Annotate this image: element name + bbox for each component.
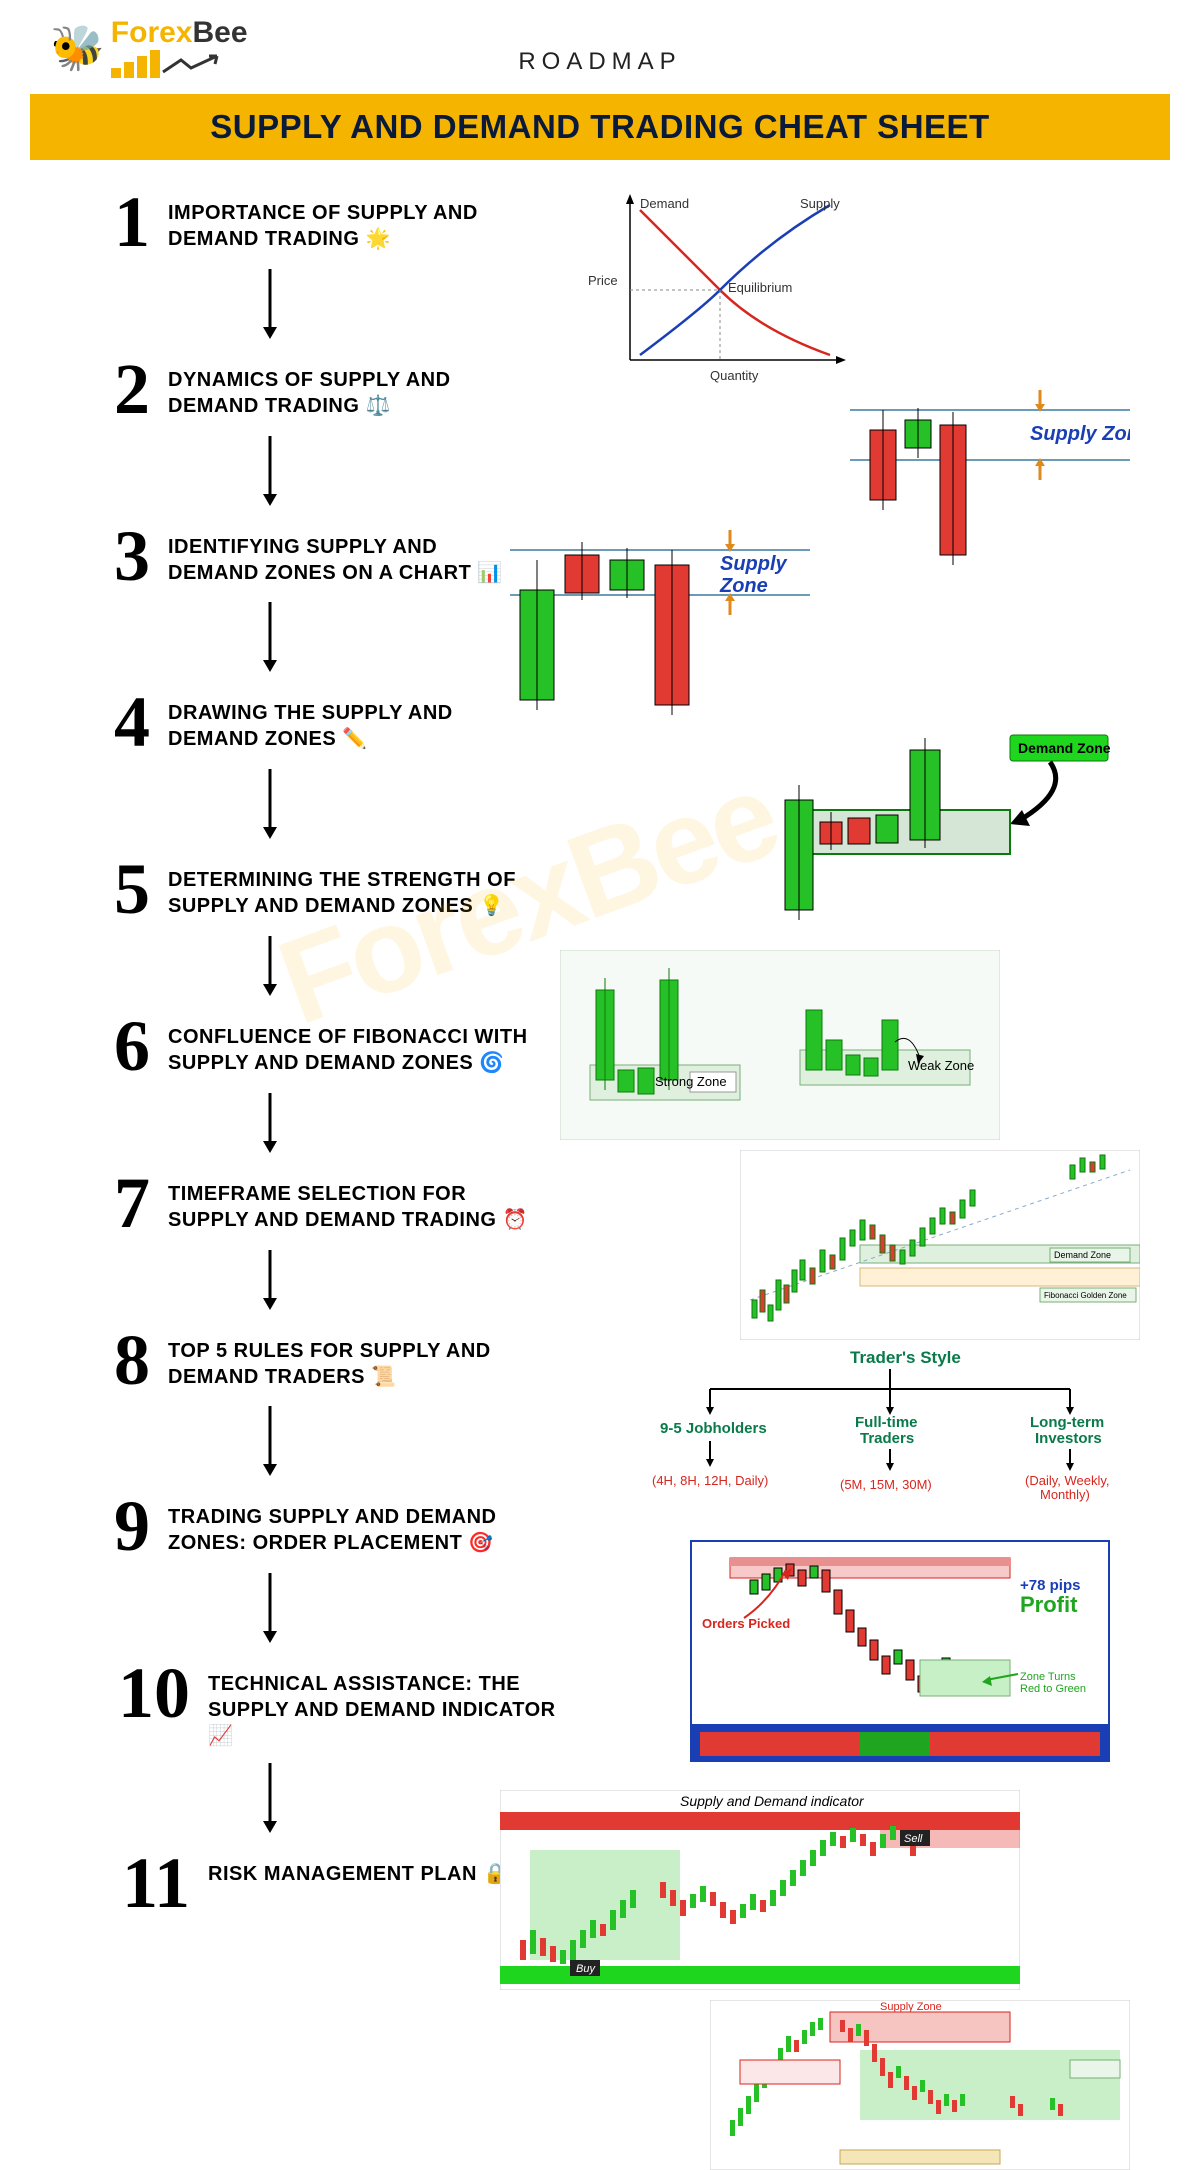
steps-list: 1IMPORTANCE OF SUPPLY AND DEMAND TRADING…: [30, 190, 590, 1916]
supply-demand-graph: Price Quantity Demand Supply Equilibrium: [580, 190, 860, 390]
step-2: 2DYNAMICS OF SUPPLY AND DEMAND TRADING ⚖…: [90, 357, 590, 422]
arrow-down-icon: [90, 436, 590, 506]
step-8: 8TOP 5 RULES FOR SUPPLY AND DEMAND TRADE…: [90, 1328, 590, 1393]
svg-text:Price: Price: [588, 273, 618, 288]
arrow-down-icon: [90, 269, 590, 339]
step-6: 6CONFLUENCE OF FIBONACCI WITH SUPPLY AND…: [90, 1014, 590, 1079]
svg-text:Supply Zone: Supply Zone: [1030, 423, 1130, 445]
arrow-down-icon: [90, 1573, 590, 1643]
svg-text:Sell: Sell: [904, 1833, 923, 1845]
page-title: SUPPLY AND DEMAND TRADING CHEAT SHEET: [30, 94, 1170, 160]
svg-text:Trader's Style: Trader's Style: [850, 1348, 961, 1367]
svg-text:Quantity: Quantity: [710, 368, 759, 383]
supply-zone-candles-b: SupplyZone: [510, 520, 810, 720]
arrow-down-icon: [90, 1406, 590, 1476]
order-placement-chart: Orders Picked +78 pips Profit Zone Turns…: [690, 1540, 1110, 1770]
arrow-down-icon: [90, 1250, 590, 1310]
zone-strength-diagram: Strong Zone Weak Zone: [560, 950, 1000, 1140]
svg-text:SupplyZone: SupplyZone: [719, 553, 788, 597]
svg-text:Strong Zone: Strong Zone: [655, 1074, 727, 1089]
svg-text:Supply and Demand indicator: Supply and Demand indicator: [680, 1793, 865, 1809]
svg-text:Long-termInvestors: Long-termInvestors: [1030, 1414, 1104, 1447]
svg-text:Fibonacci Golden Zone: Fibonacci Golden Zone: [1044, 1291, 1127, 1300]
indicator-chart: Supply and Demand indicator: [500, 1790, 1020, 1990]
svg-text:Demand Zone: Demand Zone: [1018, 740, 1110, 756]
arrow-down-icon: [90, 769, 590, 839]
svg-text:Demand Zone: Demand Zone: [1054, 1250, 1111, 1260]
svg-text:(Daily, Weekly,Monthly): (Daily, Weekly,Monthly): [1025, 1473, 1110, 1502]
logo-bars-icon: [111, 50, 248, 78]
svg-text:Demand: Demand: [640, 196, 689, 211]
svg-text:Supply: Supply: [800, 196, 840, 211]
svg-text:(5M, 15M, 30M): (5M, 15M, 30M): [840, 1477, 932, 1492]
risk-chart: Supply Zone: [710, 2000, 1130, 2170]
svg-text:(4H, 8H, 12H, Daily): (4H, 8H, 12H, Daily): [652, 1473, 768, 1488]
svg-text:Full-timeTraders: Full-timeTraders: [855, 1414, 918, 1447]
supply-zone-candles-a: Supply Zone: [850, 370, 1130, 570]
logo-text: ForexBee: [111, 18, 248, 48]
svg-text:Equilibrium: Equilibrium: [728, 280, 792, 295]
svg-text:Orders Picked: Orders Picked: [702, 1616, 790, 1631]
step-9: 9TRADING SUPPLY AND DEMAND ZONES: ORDER …: [90, 1494, 590, 1559]
step-10: 10TECHNICAL ASSISTANCE: THE SUPPLY AND D…: [90, 1661, 590, 1749]
svg-text:Profit: Profit: [1020, 1592, 1078, 1617]
bee-icon: 🐝: [50, 22, 105, 74]
step-1: 1IMPORTANCE OF SUPPLY AND DEMAND TRADING…: [90, 190, 590, 255]
fibonacci-chart: Demand Zone Fibonacci Golden Zone: [740, 1150, 1140, 1340]
svg-text:Buy: Buy: [576, 1963, 596, 1975]
trader-style-tree: Trader's Style 9-5 Jobholders Full-timeT…: [640, 1345, 1140, 1515]
svg-text:Supply Zone: Supply Zone: [880, 2001, 942, 2013]
step-5: 5DETERMINING THE STRENGTH OF SUPPLY AND …: [90, 857, 590, 922]
arrow-down-icon: [90, 936, 590, 996]
arrow-down-icon: [90, 1093, 590, 1153]
demand-zone-diagram: Demand Zone: [770, 730, 1110, 930]
step-7: 7TIMEFRAME SELECTION FOR SUPPLY AND DEMA…: [90, 1171, 590, 1236]
svg-text:9-5 Jobholders: 9-5 Jobholders: [660, 1420, 767, 1437]
